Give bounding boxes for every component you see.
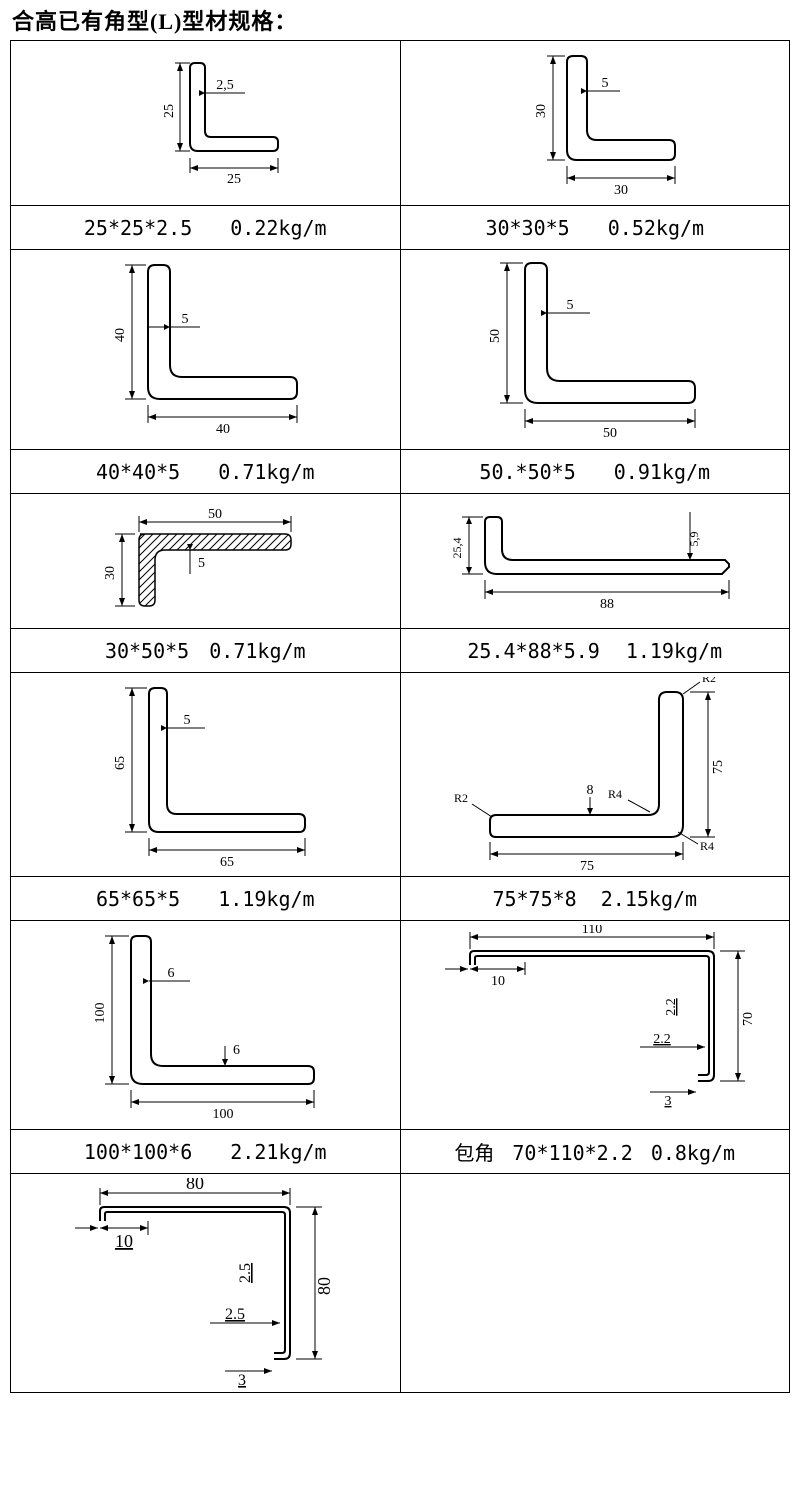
dim-w: 100 bbox=[213, 1107, 234, 1122]
dim-w: 50 bbox=[603, 426, 617, 441]
cell-img-2: 30 30 5 bbox=[400, 41, 790, 206]
dim-t: 5 bbox=[182, 312, 189, 327]
dim-h: 75 bbox=[711, 760, 726, 774]
cell-label-9: 100*100*6 2.21kg/m bbox=[11, 1130, 401, 1174]
dim-w: 40 bbox=[216, 422, 230, 437]
spec: 100*100*6 bbox=[84, 1140, 192, 1164]
cell-empty bbox=[400, 1174, 790, 1393]
dim-lip: 10 bbox=[115, 1231, 133, 1251]
weight: 0.8kg/m bbox=[651, 1141, 735, 1165]
cell-img-6: 25,4 88 5,9 bbox=[400, 494, 790, 629]
cell-label-8: 75*75*8 2.15kg/m bbox=[400, 877, 790, 921]
cell-label-1: 25*25*2.5 0.22kg/m bbox=[11, 206, 401, 250]
dim-toe: 3 bbox=[238, 1372, 246, 1388]
cell-img-11: 80 10 80 bbox=[11, 1174, 401, 1393]
dim-lip: 10 bbox=[491, 974, 505, 989]
spec: 70*110*2.2 bbox=[512, 1141, 632, 1165]
spec: 75*75*8 bbox=[492, 887, 576, 911]
cell-img-7: 65 65 5 bbox=[11, 673, 401, 877]
dim-t: 2.2 bbox=[664, 998, 679, 1016]
cell-img-10: 110 10 70 bbox=[400, 921, 790, 1130]
dim-w: 80 bbox=[186, 1178, 204, 1193]
dim-w: 88 bbox=[600, 597, 614, 612]
spec: 40*40*5 bbox=[96, 460, 180, 484]
dim-w: 25 bbox=[227, 172, 241, 187]
spec: 25.4*88*5.9 bbox=[467, 639, 599, 663]
dim-t: 5,9 bbox=[687, 531, 701, 546]
spec: 30*30*5 bbox=[485, 216, 569, 240]
cell-img-9: 100 100 6 6 bbox=[11, 921, 401, 1130]
dim-h: 25 bbox=[162, 104, 177, 118]
dim-r-inner: R4 bbox=[608, 787, 622, 801]
cell-label-6: 25.4*88*5.9 1.19kg/m bbox=[400, 629, 790, 673]
dim-h: 30 bbox=[103, 566, 118, 580]
spec-prefix: 包角 bbox=[454, 1137, 494, 1166]
dim-w: 65 bbox=[220, 855, 234, 870]
weight: 1.19kg/m bbox=[626, 639, 722, 663]
weight: 2.21kg/m bbox=[230, 1140, 326, 1164]
cell-img-1: 25 25 2,5 bbox=[11, 41, 401, 206]
dim-w: 75 bbox=[580, 859, 594, 872]
weight: 0.52kg/m bbox=[608, 216, 704, 240]
weight: 1.19kg/m bbox=[218, 887, 314, 911]
cell-img-5: 50 30 5 bbox=[11, 494, 401, 629]
cell-img-8: 75 75 8 R2 bbox=[400, 673, 790, 877]
cell-img-3: 40 40 5 bbox=[11, 250, 401, 450]
weight: 0.91kg/m bbox=[614, 460, 710, 484]
cell-label-5: 30*50*5 0.71kg/m bbox=[11, 629, 401, 673]
dim-t2: 2.2 bbox=[653, 1032, 671, 1047]
dim-toe: 3 bbox=[664, 1094, 671, 1109]
spec: 65*65*5 bbox=[96, 887, 180, 911]
dim-t: 2.5 bbox=[237, 1263, 254, 1283]
spec: 30*50*5 bbox=[105, 639, 189, 663]
cell-label-3: 40*40*5 0.71kg/m bbox=[11, 450, 401, 494]
cell-label-10: 包角 70*110*2.2 0.8kg/m bbox=[400, 1130, 790, 1174]
spec: 50.*50*5 bbox=[479, 460, 575, 484]
cell-label-2: 30*30*5 0.52kg/m bbox=[400, 206, 790, 250]
dim-t: 8 bbox=[586, 783, 593, 798]
dim-t: 5 bbox=[198, 556, 205, 571]
weight: 0.22kg/m bbox=[230, 216, 326, 240]
dim-h: 50 bbox=[488, 329, 503, 343]
dim-t: 6 bbox=[168, 966, 175, 981]
dim-t2: 6 bbox=[233, 1043, 240, 1058]
dim-t: 5 bbox=[601, 76, 608, 91]
cell-img-4: 50 50 5 bbox=[400, 250, 790, 450]
dim-w: 50 bbox=[208, 507, 222, 522]
dim-h: 30 bbox=[534, 104, 549, 118]
dim-w: 30 bbox=[614, 183, 628, 198]
dim-w: 110 bbox=[582, 925, 602, 937]
spec-table: 25 25 2,5 bbox=[10, 40, 790, 1393]
dim-t: 5 bbox=[184, 713, 191, 728]
dim-t2: 2.5 bbox=[225, 1306, 245, 1323]
dim-h: 70 bbox=[741, 1012, 756, 1026]
dim-r-outer: R4 bbox=[700, 839, 714, 853]
weight: 0.71kg/m bbox=[209, 639, 305, 663]
dim-h: 100 bbox=[93, 1002, 108, 1023]
cell-label-7: 65*65*5 1.19kg/m bbox=[11, 877, 401, 921]
dim-h: 80 bbox=[314, 1277, 334, 1295]
dim-r-tip2: R2 bbox=[454, 791, 468, 805]
spec: 25*25*2.5 bbox=[84, 216, 192, 240]
page-title: 合高已有角型(L)型材规格： bbox=[12, 4, 790, 36]
weight: 0.71kg/m bbox=[218, 460, 314, 484]
dim-t: 5 bbox=[566, 298, 573, 313]
dim-r-tip: R2 bbox=[702, 677, 716, 685]
dim-h: 25,4 bbox=[450, 537, 464, 558]
dim-h: 40 bbox=[113, 328, 128, 342]
weight: 2.15kg/m bbox=[601, 887, 697, 911]
dim-h: 65 bbox=[113, 756, 128, 770]
cell-label-4: 50.*50*5 0.91kg/m bbox=[400, 450, 790, 494]
dim-t: 2,5 bbox=[217, 78, 235, 93]
